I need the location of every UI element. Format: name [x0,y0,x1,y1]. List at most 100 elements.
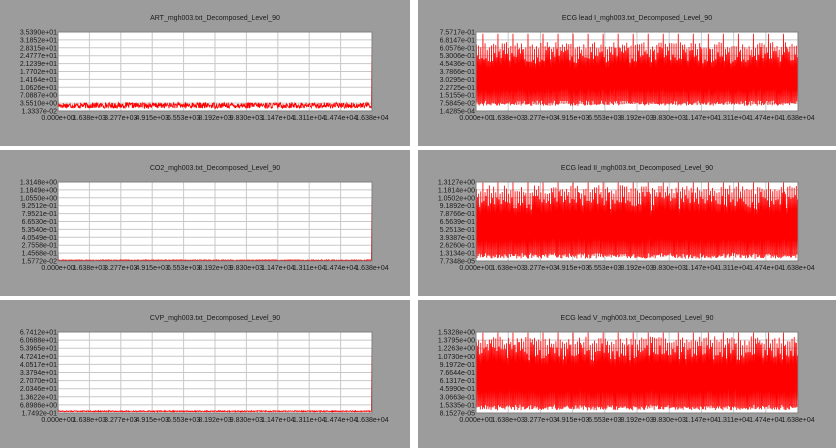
x-tick-label: 1.638e+03 [73,265,106,272]
y-tick-label: 9.1892e-01 [440,203,476,210]
x-tick-label: 3.277e+03 [104,265,137,272]
y-tick-label: 2.6260e-01 [440,243,476,250]
x-tick-label: 6.553e+03 [167,265,200,272]
y-tick-label: 2.1239e+01 [20,61,57,68]
x-tick-label: 3.277e+03 [524,115,557,122]
x-tick-label: 8.192e+03 [620,417,653,424]
x-tick-label: 1.638e+03 [73,115,106,122]
x-tick-label: 8.192e+03 [620,265,653,272]
y-tick-label: 1.0626e+01 [20,85,57,92]
y-tick-label: 5.3540e-01 [22,227,58,234]
x-tick-label: 1.147e+04 [685,417,718,424]
y-tick-label: 6.7412e+01 [20,330,57,337]
y-tick-label: 9.2512e-01 [22,203,58,210]
y-tick-label: 3.1852e+01 [20,37,57,44]
chart-svg: ECG lead II_mgh003.txt_Decomposed_Level_… [438,165,815,272]
y-tick-label: 2.0346e+01 [20,386,57,393]
y-tick-label: 1.7702e+01 [20,69,57,76]
chart-svg: ECG lead I_mgh003.txt_Decomposed_Level_9… [440,15,815,122]
y-tick-label: 8.1527e-05 [440,411,476,418]
panel-cvp: CVP_mgh003.txt_Decomposed_Level_90 6.7412… [0,300,410,448]
x-tick-label: 1.474e+04 [749,417,782,424]
y-tick-label: 2.4777e+01 [20,53,57,60]
y-tick-label: 1.5772e-02 [22,259,58,266]
x-tick-label: 1.474e+04 [324,115,357,122]
plot-border [475,331,799,414]
y-tick-label: 6.8986e+00 [20,402,57,409]
x-tick-label: 1.147e+04 [261,265,294,272]
x-tick-label: 1.638e+04 [355,115,388,122]
x-tick-label: 9.830e+03 [653,417,686,424]
y-tick-label: 7.9521e-01 [22,211,58,218]
x-tick-label: 9.830e+03 [230,265,263,272]
x-tick-label: 4.915e+03 [136,417,169,424]
x-tick-label: 1.638e+03 [73,417,106,424]
x-tick-label: 1.147e+04 [685,115,718,122]
x-tick-label: 6.553e+03 [588,265,621,272]
chart-title: CVP_mgh003.txt_Decomposed_Level_90 [150,315,280,322]
y-tick-label: 6.1317e-01 [440,378,476,385]
x-tick-label: 8.192e+03 [198,265,231,272]
y-tick-label: 6.5639e-01 [440,219,476,226]
y-tick-label: 2.7070e+01 [20,378,57,385]
panel-co2: CO2_mgh003.txt_Decomposed_Level_90 1.3148… [0,150,410,296]
x-tick-label: 1.638e+04 [355,417,388,424]
x-tick-label: 1.311e+04 [293,417,326,424]
y-tick-label: 1.0502e+00 [438,195,475,202]
y-tick-label: 3.0295e-01 [440,77,476,84]
y-tick-label: 1.4164e+01 [20,77,57,84]
y-tick-label: 1.7492e-01 [22,411,58,418]
x-tick-label: 9.830e+03 [230,417,263,424]
signal-line [475,33,799,106]
signal-line [57,181,373,262]
y-tick-label: 1.0730e+00 [438,354,475,361]
x-tick-label: 3.277e+03 [524,265,557,272]
x-tick-label: 4.915e+03 [556,417,589,424]
x-tick-label: 6.553e+03 [167,417,200,424]
y-tick-label: 1.4285e-04 [440,109,476,116]
x-tick-label: 1.311e+04 [717,417,750,424]
x-tick-label: 1.474e+04 [324,417,357,424]
y-tick-label: 1.3622e+01 [20,394,57,401]
x-tick-label: 0.000e+00 [41,417,74,424]
y-tick-label: 1.3148e+00 [20,180,57,187]
x-tick-label: 3.277e+03 [524,417,557,424]
y-tick-label: 1.1849e+00 [20,187,57,194]
y-tick-label: 6.0576e-01 [440,45,476,52]
x-tick-label: 9.830e+03 [230,115,263,122]
y-tick-label: 7.0887e+00 [20,93,57,100]
y-tick-label: 1.4568e-01 [22,251,58,258]
y-tick-label: 1.3795e+00 [438,338,475,345]
y-tick-label: 1.2263e+00 [438,346,475,353]
x-tick-label: 1.638e+04 [781,265,814,272]
x-tick-label: 3.277e+03 [104,417,137,424]
y-tick-label: 3.5510e+00 [20,101,57,108]
y-tick-label: 1.1814e+00 [438,187,475,194]
x-tick-label: 1.638e+04 [355,265,388,272]
y-tick-label: 7.7348e-05 [440,259,476,266]
plot-border [475,181,799,262]
x-tick-label: 1.147e+04 [261,417,294,424]
x-tick-label: 0.000e+00 [459,265,492,272]
y-tick-label: 1.0550e+00 [20,195,57,202]
y-tick-label: 6.6530e-01 [22,219,58,226]
x-tick-label: 1.311e+04 [717,115,750,122]
chart-title: ART_mgh003.txt_Decomposed_Level_90 [150,15,280,22]
y-tick-label: 4.0517e+01 [20,362,57,369]
panel-art: ART_mgh003.txt_Decomposed_Level_90 3.5390… [0,0,410,146]
y-tick-label: 3.9387e-01 [440,235,476,242]
y-tick-label: 3.5390e+01 [20,30,57,37]
x-tick-label: 0.000e+00 [459,417,492,424]
x-tick-label: 0.000e+00 [41,115,74,122]
x-tick-label: 8.192e+03 [198,115,231,122]
y-tick-label: 2.7558e-01 [22,243,58,250]
y-tick-label: 3.0663e-01 [440,394,476,401]
signal-line [57,31,373,110]
chart-title: ECG lead II_mgh003.txt_Decomposed_Level_… [561,165,713,172]
panel-ecg-lead-v: ECG lead V_mgh003.txt_Decomposed_Level_9… [418,300,836,448]
x-tick-label: 4.915e+03 [556,115,589,122]
y-tick-label: 1.3127e+00 [438,180,475,187]
y-tick-label: 1.5155e-01 [440,93,476,100]
y-tick-label: 3.3794e+01 [20,370,57,377]
x-tick-label: 1.638e+03 [492,417,525,424]
